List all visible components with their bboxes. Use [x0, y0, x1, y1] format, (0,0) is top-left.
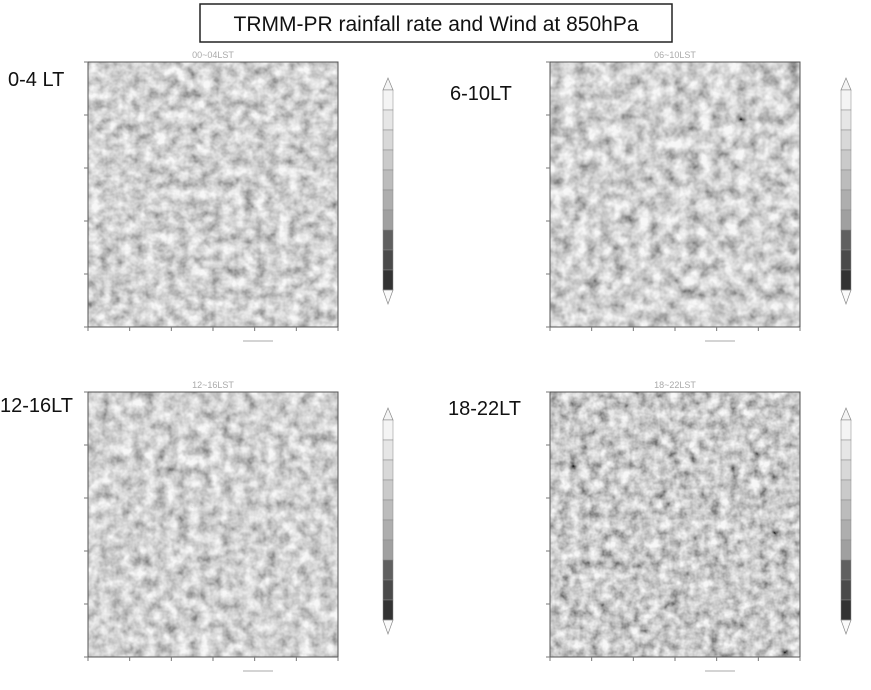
colorbar-cell	[382, 89, 394, 111]
panel-label: 6-10LT	[450, 83, 512, 105]
colorbar-cell	[382, 599, 394, 621]
colorbar-cell	[840, 209, 852, 231]
colorbar-cell	[382, 249, 394, 271]
colorbar-cell	[840, 599, 852, 621]
colorbar-cell	[382, 129, 394, 151]
colorbar-cell	[382, 149, 394, 171]
colorbar-cell	[382, 189, 394, 211]
panel-subtitle: 00~04LST	[192, 50, 234, 60]
colorbar-cell	[840, 89, 852, 111]
colorbar-cell	[840, 539, 852, 561]
colorbar-cell	[840, 459, 852, 481]
colorbar-top	[382, 77, 394, 91]
colorbar-bottom	[840, 619, 852, 636]
colorbar-cell	[382, 539, 394, 561]
colorbar-cell	[840, 129, 852, 151]
colorbar-cell	[382, 459, 394, 481]
panel-label: 18-22LT	[448, 398, 521, 420]
panel-label: 12-16LT	[0, 395, 73, 417]
colorbar-cell	[382, 479, 394, 501]
panel-subtitle: 18~22LST	[654, 380, 696, 390]
panel-label: 0-4 LT	[8, 69, 64, 91]
colorbar-cell	[840, 439, 852, 461]
panel-subtitle: 12~16LST	[192, 380, 234, 390]
colorbar-cell	[840, 109, 852, 131]
colorbar-cell	[382, 269, 394, 291]
figure-title: TRMM-PR rainfall rate and Wind at 850hPa	[234, 13, 639, 36]
title-box	[199, 3, 673, 43]
rainfall-field	[550, 62, 800, 327]
panel-subtitle: 06~10LST	[654, 50, 696, 60]
colorbar-cell	[382, 169, 394, 191]
colorbar-top	[840, 77, 852, 91]
rainfall-field	[550, 392, 800, 657]
colorbar-cell	[382, 519, 394, 541]
colorbar-cell	[840, 229, 852, 251]
colorbar-cell	[382, 229, 394, 251]
colorbar-cell	[382, 419, 394, 441]
colorbar-cell	[382, 559, 394, 581]
colorbar-cell	[840, 479, 852, 501]
colorbar-cell	[840, 149, 852, 171]
colorbar-bottom	[840, 289, 852, 306]
colorbar-cell	[840, 269, 852, 291]
colorbar-top	[382, 407, 394, 421]
colorbar-bottom	[382, 619, 394, 636]
colorbar-cell	[382, 439, 394, 461]
colorbar-cell	[840, 249, 852, 271]
colorbar-cell	[840, 579, 852, 601]
colorbar-cell	[382, 209, 394, 231]
colorbar-cell	[840, 499, 852, 521]
colorbar-cell	[840, 519, 852, 541]
colorbar-cell	[382, 109, 394, 131]
rainfall-field	[88, 62, 338, 327]
rainfall-field	[88, 392, 338, 657]
colorbar-cell	[840, 559, 852, 581]
colorbar-cell	[840, 189, 852, 211]
colorbar-top	[840, 407, 852, 421]
colorbar-cell	[382, 499, 394, 521]
colorbar-cell	[382, 579, 394, 601]
colorbar-bottom	[382, 289, 394, 306]
colorbar-cell	[840, 419, 852, 441]
colorbar-cell	[840, 169, 852, 191]
